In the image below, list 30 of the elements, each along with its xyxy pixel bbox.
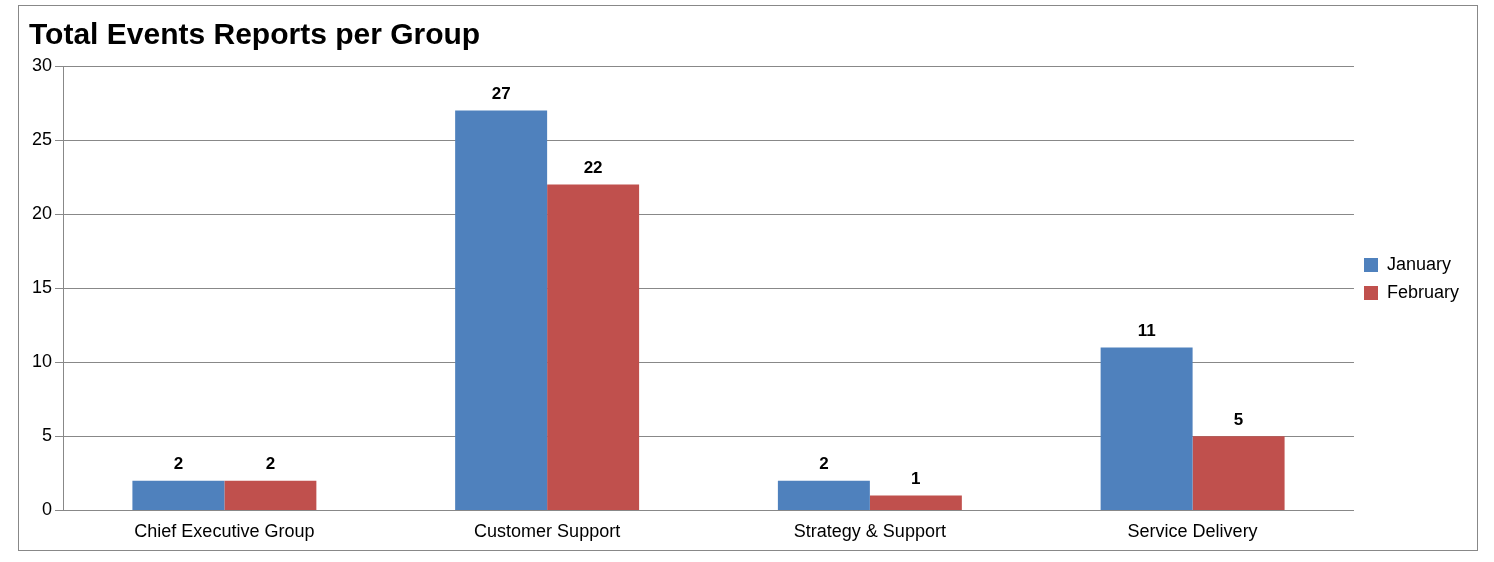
y-tick-label: 20 [31,203,53,224]
data-label: 5 [1233,409,1244,429]
legend-label: February [1386,281,1459,302]
data-label: 11 [1137,320,1156,340]
bar [777,480,870,510]
y-tick-label: 10 [31,351,53,372]
data-label: 1 [911,468,921,488]
bar [1100,347,1193,510]
data-label: 2 [819,453,829,473]
bar [455,110,548,510]
y-tick-label: 25 [31,129,53,150]
x-tick-label: Chief Executive Group [134,521,315,542]
y-tick-label: 30 [31,54,53,75]
bar [869,495,962,510]
bar [547,184,640,510]
legend-label: January [1386,253,1452,274]
x-tick-label: Strategy & Support [793,521,946,542]
data-label: 27 [491,83,511,103]
x-tick-label: Service Delivery [1127,521,1258,542]
chart-title: Total Events Reports per Group [29,17,481,51]
data-label: 22 [583,157,603,177]
x-tick-label: Customer Support [474,521,621,542]
bar [224,480,317,510]
y-tick-label: 5 [42,425,53,446]
bar [132,480,225,510]
data-label: 2 [265,453,276,473]
y-tick-label: 15 [31,277,53,298]
y-tick-label: 0 [42,499,53,520]
data-label: 2 [173,453,184,473]
bar [1192,436,1285,510]
